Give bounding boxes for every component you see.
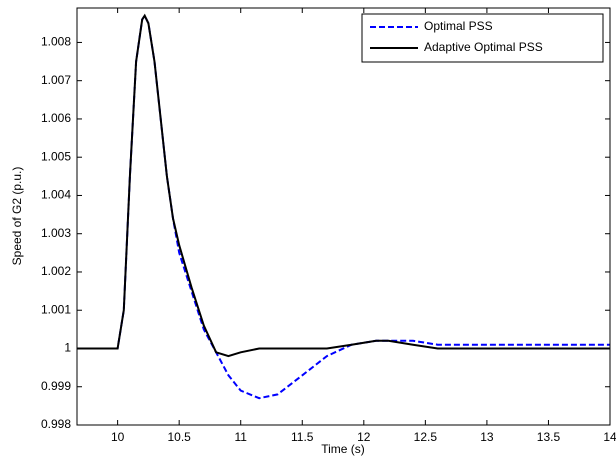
y-tick-label: 1.003 [41, 226, 71, 240]
y-tick-label: 1.005 [41, 149, 71, 163]
y-tick-label: 0.999 [41, 379, 71, 393]
y-tick-label: 1.001 [41, 302, 71, 316]
plot-frame [76, 7, 611, 426]
y-axis-label: Speed of G2 (p.u.) [10, 167, 24, 266]
y-tick-label: 1.002 [41, 264, 71, 278]
line-series [77, 13, 610, 358]
y-tick-label: 1.004 [41, 188, 71, 202]
x-tick-label: 13.5 [537, 430, 561, 444]
legend-label: Optimal PSS [424, 19, 493, 33]
legend-label: Adaptive Optimal PSS [424, 40, 543, 54]
x-tick-label: 12.5 [414, 430, 438, 444]
x-tick-label: 13 [480, 430, 494, 444]
y-tick-label: 1.008 [41, 35, 71, 49]
y-tick-label: 1.006 [41, 111, 71, 125]
y-tick-label: 0.998 [41, 417, 71, 431]
x-tick-label: 11.5 [291, 430, 314, 444]
x-tick-label: 14 [603, 430, 616, 444]
x-tick-label: 12 [357, 430, 371, 444]
y-tick-label: 1.007 [41, 73, 71, 87]
x-tick-label: 11 [234, 430, 247, 444]
x-tick-label: 10 [111, 430, 125, 444]
legend-box [361, 13, 604, 63]
x-tick-label: 10.5 [167, 430, 191, 444]
x-axis-label: Time (s) [321, 442, 365, 456]
y-tick-label: 1 [64, 341, 71, 355]
